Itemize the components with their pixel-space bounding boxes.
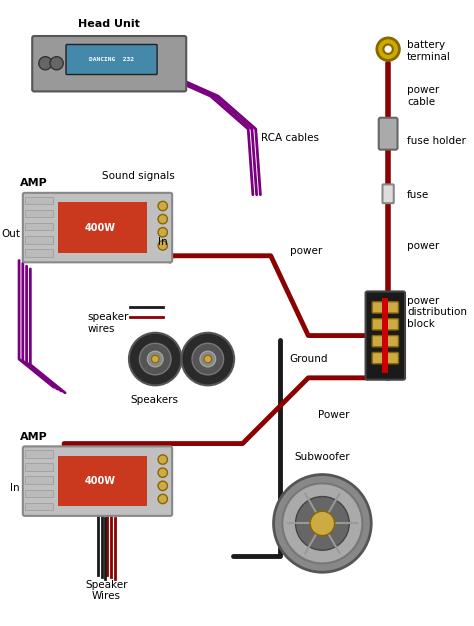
Circle shape <box>147 351 163 367</box>
Circle shape <box>192 343 224 375</box>
Circle shape <box>129 333 182 386</box>
Text: AMP: AMP <box>20 432 48 442</box>
Text: Out: Out <box>1 229 20 239</box>
Text: fuse holder: fuse holder <box>407 136 466 146</box>
Polygon shape <box>25 197 53 204</box>
Text: power: power <box>290 246 322 256</box>
Circle shape <box>158 215 167 224</box>
FancyBboxPatch shape <box>66 44 157 74</box>
Circle shape <box>283 483 363 563</box>
Text: power
distribution
block: power distribution block <box>407 295 467 329</box>
Text: fuse: fuse <box>407 190 429 200</box>
Circle shape <box>310 511 335 536</box>
FancyBboxPatch shape <box>372 352 399 364</box>
FancyBboxPatch shape <box>32 36 186 91</box>
FancyBboxPatch shape <box>379 118 398 150</box>
Circle shape <box>139 343 171 375</box>
Text: Sound signals: Sound signals <box>102 171 174 181</box>
Polygon shape <box>383 298 388 373</box>
Polygon shape <box>25 210 53 217</box>
Polygon shape <box>25 476 53 484</box>
Polygon shape <box>25 463 53 471</box>
Circle shape <box>158 228 167 237</box>
FancyBboxPatch shape <box>365 292 405 380</box>
Polygon shape <box>25 236 53 244</box>
FancyBboxPatch shape <box>372 302 399 313</box>
Polygon shape <box>25 223 53 230</box>
Circle shape <box>383 44 393 54</box>
Polygon shape <box>57 456 147 506</box>
FancyBboxPatch shape <box>23 446 172 516</box>
Text: Speakers: Speakers <box>130 395 178 405</box>
Circle shape <box>204 356 211 363</box>
Circle shape <box>273 475 371 572</box>
Circle shape <box>50 57 63 70</box>
Circle shape <box>152 356 159 363</box>
Circle shape <box>200 351 216 367</box>
Text: Speaker
Wires: Speaker Wires <box>85 580 128 602</box>
Polygon shape <box>25 503 53 510</box>
Text: Head Unit: Head Unit <box>78 19 140 29</box>
Text: power
cable: power cable <box>407 85 439 107</box>
Text: 400W: 400W <box>84 223 115 233</box>
Circle shape <box>295 496 349 550</box>
Text: 400W: 400W <box>84 476 115 486</box>
Polygon shape <box>25 450 53 458</box>
Text: In: In <box>158 237 168 247</box>
Circle shape <box>158 241 167 250</box>
Text: RCA cables: RCA cables <box>261 133 319 143</box>
Polygon shape <box>57 202 147 253</box>
Circle shape <box>158 202 167 211</box>
FancyBboxPatch shape <box>372 319 399 330</box>
Text: Ground: Ground <box>290 354 328 364</box>
FancyBboxPatch shape <box>383 185 394 203</box>
Text: battery
terminal: battery terminal <box>407 40 451 62</box>
Text: Subwoofer: Subwoofer <box>294 453 350 463</box>
Text: Power: Power <box>318 411 349 421</box>
Text: speaker
wires: speaker wires <box>88 312 129 334</box>
Circle shape <box>39 57 52 70</box>
Circle shape <box>158 495 167 504</box>
Circle shape <box>182 333 234 386</box>
Polygon shape <box>25 490 53 497</box>
FancyBboxPatch shape <box>372 336 399 347</box>
Circle shape <box>158 455 167 464</box>
Circle shape <box>158 481 167 491</box>
Text: AMP: AMP <box>20 178 48 188</box>
Polygon shape <box>25 249 53 257</box>
Text: In: In <box>10 483 20 493</box>
Circle shape <box>158 468 167 478</box>
Text: DANCING  232: DANCING 232 <box>89 57 134 62</box>
Circle shape <box>377 38 400 61</box>
FancyBboxPatch shape <box>23 193 172 262</box>
Text: power: power <box>407 242 439 252</box>
